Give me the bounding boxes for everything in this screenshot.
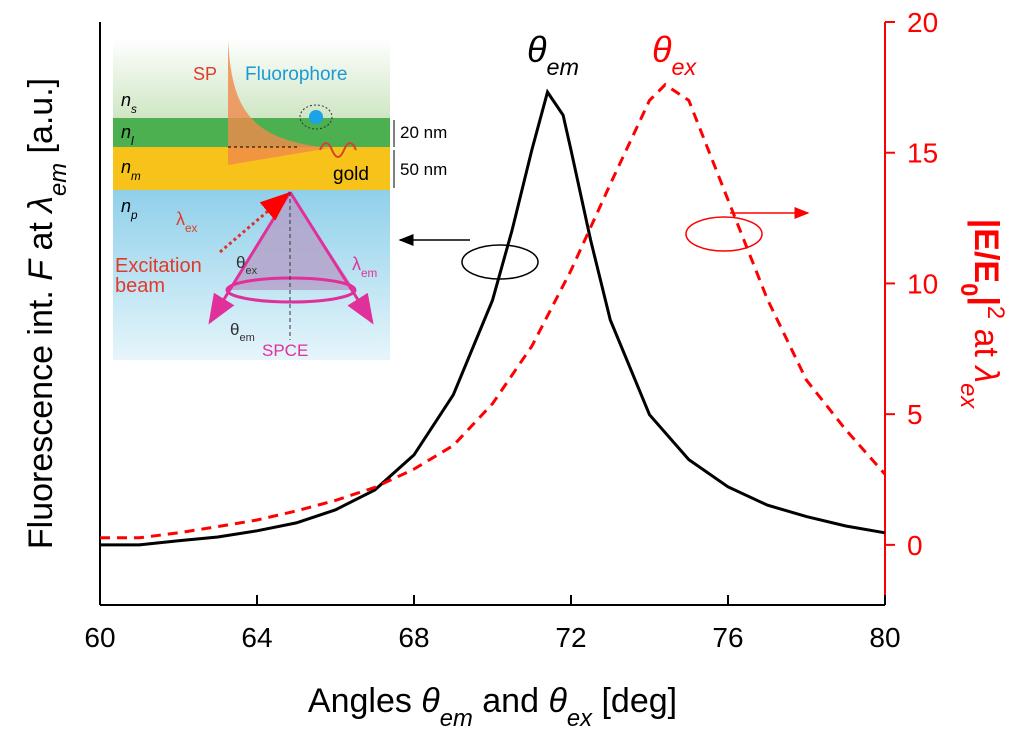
y2-axis-title: |E/E0|2 at λex — [956, 219, 1010, 410]
annotation-arrows — [398, 207, 810, 280]
x-axis-title-part: [deg] — [592, 682, 677, 720]
label-text: θ — [230, 320, 239, 339]
label-sub: ex — [672, 54, 698, 80]
y-axis-title-part: em — [45, 163, 72, 196]
y2-axis-title-part: at — [967, 319, 1005, 366]
series-line — [100, 82, 887, 540]
x-tick-label: 72 — [555, 622, 586, 653]
x-axis-title-part: and — [473, 682, 549, 720]
label: θex — [236, 253, 258, 277]
label-text: n — [121, 196, 131, 216]
label: Excitation — [115, 255, 202, 277]
label-text: θ — [527, 29, 547, 70]
label-text: beam — [115, 275, 165, 297]
x-axis-title-part: Angles — [308, 682, 421, 720]
y2-tick-label: 15 — [907, 138, 938, 169]
y2-axis-title-part: ex — [956, 383, 983, 409]
label: beam — [115, 275, 165, 297]
label: λex — [176, 209, 198, 235]
x-axis-title-part: θ — [421, 682, 440, 720]
label-sub: em — [239, 332, 254, 344]
label: 50 nm — [400, 160, 447, 179]
label: gold — [333, 164, 369, 185]
y2-axis-title-part: 2 — [983, 306, 1010, 319]
y-axis-title-part: [a.u.] — [22, 78, 60, 163]
y-axis-title-part: F — [22, 258, 60, 281]
label-text: n — [121, 122, 131, 142]
y2-tick-label: 5 — [907, 399, 923, 430]
x-axis-title: Angles θem and θex [deg] — [308, 682, 677, 732]
label-sub: em — [361, 267, 377, 280]
label-text: θ — [236, 253, 245, 272]
label: θem — [527, 29, 579, 80]
label-sub: ex — [245, 265, 257, 277]
x-tick-label: 64 — [241, 622, 272, 653]
label: ns — [121, 90, 137, 116]
label-sub: p — [130, 209, 138, 222]
label-sub: em — [547, 54, 580, 80]
label: θex — [652, 29, 698, 80]
label-text: 20 nm — [400, 123, 447, 142]
y2-axis-title-part: |E/E — [967, 219, 1005, 283]
y2-axis-title-part: 0 — [956, 283, 983, 296]
x-tick-label: 80 — [869, 622, 900, 653]
label-sub: s — [131, 103, 137, 116]
label: 20 nm — [400, 123, 447, 142]
x-tick-label: 68 — [398, 622, 429, 653]
x-tick-label: 60 — [84, 622, 115, 653]
y-axis-title-part: Fluorescence int. — [22, 281, 60, 549]
x-tick-label: 76 — [712, 622, 743, 653]
label: SP — [193, 64, 217, 84]
label: Fluorophore — [245, 64, 347, 85]
x-axis-title-part: θ — [548, 682, 567, 720]
y-axis-title: Fluorescence int. F at λem [a.u.] — [22, 78, 72, 549]
label-text: gold — [333, 164, 369, 185]
label-text: n — [121, 90, 131, 110]
y2-tick-label: 10 — [907, 268, 938, 299]
y2-axis-title-part: λ — [967, 364, 1005, 383]
y-axis-title-part: at — [22, 213, 60, 260]
label: np — [121, 196, 138, 222]
series-line — [100, 88, 886, 547]
label-sub: l — [131, 135, 134, 148]
label: λem — [352, 254, 377, 280]
label: θem — [230, 320, 255, 344]
label: nm — [121, 157, 141, 183]
label-text: λ — [352, 254, 361, 274]
label-text: Excitation — [115, 255, 202, 277]
x-axis-title-part: ex — [567, 705, 593, 732]
label-sub: m — [131, 170, 141, 183]
label-text: 50 nm — [400, 160, 447, 179]
y-axis-title-part: λ — [22, 196, 60, 215]
label: nl — [121, 122, 134, 148]
label-text: Fluorophore — [245, 64, 347, 85]
x-axis-title-part: em — [440, 705, 473, 732]
label-text: θ — [652, 29, 672, 70]
label: SPCE — [262, 341, 308, 360]
label-text: n — [121, 157, 131, 177]
label-text: SPCE — [262, 341, 308, 360]
label-text: SP — [193, 64, 217, 84]
y2-tick-label: 0 — [907, 530, 923, 561]
y2-tick-label: 20 — [907, 7, 938, 38]
inset — [113, 38, 395, 360]
y2-axis-title-part: | — [967, 296, 1005, 306]
label-text: λ — [176, 209, 185, 229]
label-sub: ex — [185, 222, 198, 235]
